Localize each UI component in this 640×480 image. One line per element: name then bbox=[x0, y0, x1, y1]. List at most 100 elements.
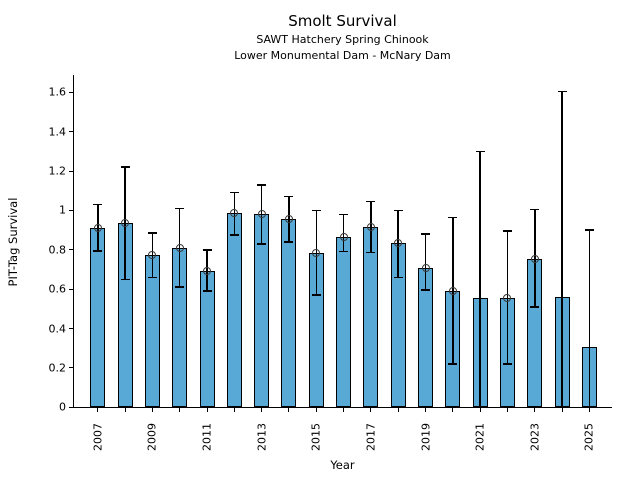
y-axis-tick-label: 1.2 bbox=[48, 164, 67, 178]
x-axis-tick-label-2017: 2017 bbox=[364, 423, 378, 451]
errorbar-cap-high-2015 bbox=[311, 209, 321, 212]
errorbar-cap-low-2017 bbox=[366, 251, 376, 254]
point-marker-2022 bbox=[503, 294, 512, 303]
x-axis-tick-label-2011: 2011 bbox=[200, 423, 214, 451]
errorbar-cap-high-2016 bbox=[339, 213, 349, 216]
y-axis-tick bbox=[69, 131, 73, 133]
errorbar-cap-low-2011 bbox=[202, 290, 212, 292]
x-axis-tick-label-2009: 2009 bbox=[145, 423, 159, 451]
chart-title: Smolt Survival bbox=[288, 12, 397, 30]
errorbar-cap-high-2012 bbox=[229, 191, 239, 194]
x-axis-tick-2015 bbox=[315, 408, 317, 412]
y-axis-tick-label: 0 bbox=[59, 400, 66, 414]
errorbar-cap-high-2011 bbox=[202, 249, 212, 251]
y-axis-tick-label: 0.2 bbox=[48, 361, 67, 375]
errorbar-cap-high-2024 bbox=[557, 90, 567, 93]
x-axis-label: Year bbox=[330, 458, 355, 472]
errorbar-cap-high-2014 bbox=[284, 195, 294, 198]
x-axis-tick-2021 bbox=[479, 408, 481, 412]
point-marker-2016 bbox=[339, 232, 348, 241]
x-axis-tick-2010 bbox=[179, 408, 181, 412]
point-marker-2012 bbox=[230, 209, 239, 218]
errorbar-cap-low-2007 bbox=[93, 250, 103, 252]
y-axis-tick bbox=[69, 406, 73, 408]
point-marker-2019 bbox=[421, 263, 430, 272]
y-axis-tick bbox=[69, 288, 73, 290]
errorbar-cap-high-2018 bbox=[393, 209, 403, 212]
x-axis-tick-2014 bbox=[288, 408, 290, 412]
point-marker-2009 bbox=[148, 250, 157, 259]
y-axis-tick bbox=[69, 328, 73, 330]
errorbar-cap-high-2021 bbox=[475, 150, 485, 153]
errorbar-cap-low-2010 bbox=[175, 286, 185, 288]
y-axis-tick bbox=[69, 249, 73, 251]
errorbar-cap-high-2009 bbox=[147, 232, 157, 234]
errorbar-cap-low-2013 bbox=[257, 243, 267, 245]
errorbar-cap-high-2025 bbox=[584, 229, 594, 231]
y-axis-tick-label: 1 bbox=[59, 203, 66, 217]
point-marker-2017 bbox=[366, 223, 375, 232]
x-axis-tick-2024 bbox=[561, 408, 563, 412]
errorbar-cap-high-2017 bbox=[366, 200, 376, 203]
point-marker-2015 bbox=[312, 248, 321, 257]
x-axis-tick-2009 bbox=[151, 408, 153, 412]
point-marker-2018 bbox=[394, 238, 403, 247]
point-marker-2007 bbox=[93, 224, 102, 233]
errorbar-cap-low-2009 bbox=[147, 276, 157, 279]
bar-2007 bbox=[90, 228, 106, 408]
x-axis-tick-label-2021: 2021 bbox=[473, 423, 487, 451]
point-marker-2010 bbox=[175, 243, 184, 252]
errorbar-cap-low-2014 bbox=[284, 241, 294, 243]
y-axis-tick bbox=[69, 367, 73, 369]
y-axis-spine bbox=[73, 75, 74, 408]
x-axis-tick-label-2023: 2023 bbox=[528, 423, 542, 451]
y-axis-label: PIT-Tag Survival bbox=[6, 197, 20, 287]
errorbar-cap-high-2019 bbox=[421, 233, 431, 235]
errorbar-cap-high-2010 bbox=[175, 207, 185, 210]
y-axis-tick-label: 0.4 bbox=[48, 322, 67, 336]
bar-2012 bbox=[226, 213, 242, 408]
errorbar-cap-low-2020 bbox=[448, 363, 458, 365]
errorbar-cap-low-2022 bbox=[502, 363, 512, 365]
bar-2014 bbox=[281, 219, 297, 408]
errorbar-2025 bbox=[588, 230, 591, 408]
point-marker-2011 bbox=[203, 267, 212, 276]
bar-2016 bbox=[336, 236, 352, 408]
errorbar-cap-low-2008 bbox=[120, 278, 130, 281]
y-axis-tick bbox=[69, 91, 73, 93]
x-axis-tick-2020 bbox=[452, 408, 454, 412]
x-axis-tick-label-2019: 2019 bbox=[419, 423, 433, 451]
x-axis-spine bbox=[73, 407, 612, 408]
errorbar-cap-high-2020 bbox=[448, 216, 458, 219]
point-marker-2023 bbox=[530, 254, 539, 263]
errorbar-cap-high-2022 bbox=[502, 230, 512, 232]
errorbar-cap-low-2015 bbox=[311, 294, 321, 296]
errorbar-cap-high-2023 bbox=[530, 208, 540, 211]
x-axis-tick-2008 bbox=[124, 408, 126, 412]
y-axis-tick-label: 1.6 bbox=[48, 85, 67, 99]
errorbar-cap-high-2007 bbox=[93, 203, 103, 206]
x-axis-tick-label-2025: 2025 bbox=[582, 423, 596, 451]
point-marker-2013 bbox=[257, 210, 266, 219]
point-marker-2008 bbox=[121, 219, 130, 228]
x-axis-tick-2023 bbox=[534, 408, 536, 412]
point-marker-2020 bbox=[448, 287, 457, 296]
x-axis-tick-label-2013: 2013 bbox=[255, 423, 269, 451]
chart-subtitle-reach: Lower Monumental Dam - McNary Dam bbox=[234, 49, 451, 62]
errorbar-cap-high-2013 bbox=[257, 184, 267, 186]
errorbar-cap-low-2012 bbox=[229, 234, 239, 236]
y-axis-tick bbox=[69, 170, 73, 172]
x-axis-tick-2018 bbox=[397, 408, 399, 412]
x-axis-tick-2019 bbox=[425, 408, 427, 412]
y-axis-tick-label: 1.4 bbox=[48, 125, 67, 139]
errorbar-2024 bbox=[561, 91, 563, 408]
x-axis-tick-2012 bbox=[233, 408, 235, 412]
errorbar-cap-low-2016 bbox=[339, 250, 349, 253]
chart-subtitle-stock: SAWT Hatchery Spring Chinook bbox=[256, 33, 429, 46]
x-axis-tick-2013 bbox=[261, 408, 263, 412]
x-axis-tick-2025 bbox=[588, 408, 590, 412]
x-axis-tick-2007 bbox=[97, 408, 99, 412]
errorbar-2021 bbox=[479, 151, 481, 408]
bar-2017 bbox=[363, 227, 379, 408]
